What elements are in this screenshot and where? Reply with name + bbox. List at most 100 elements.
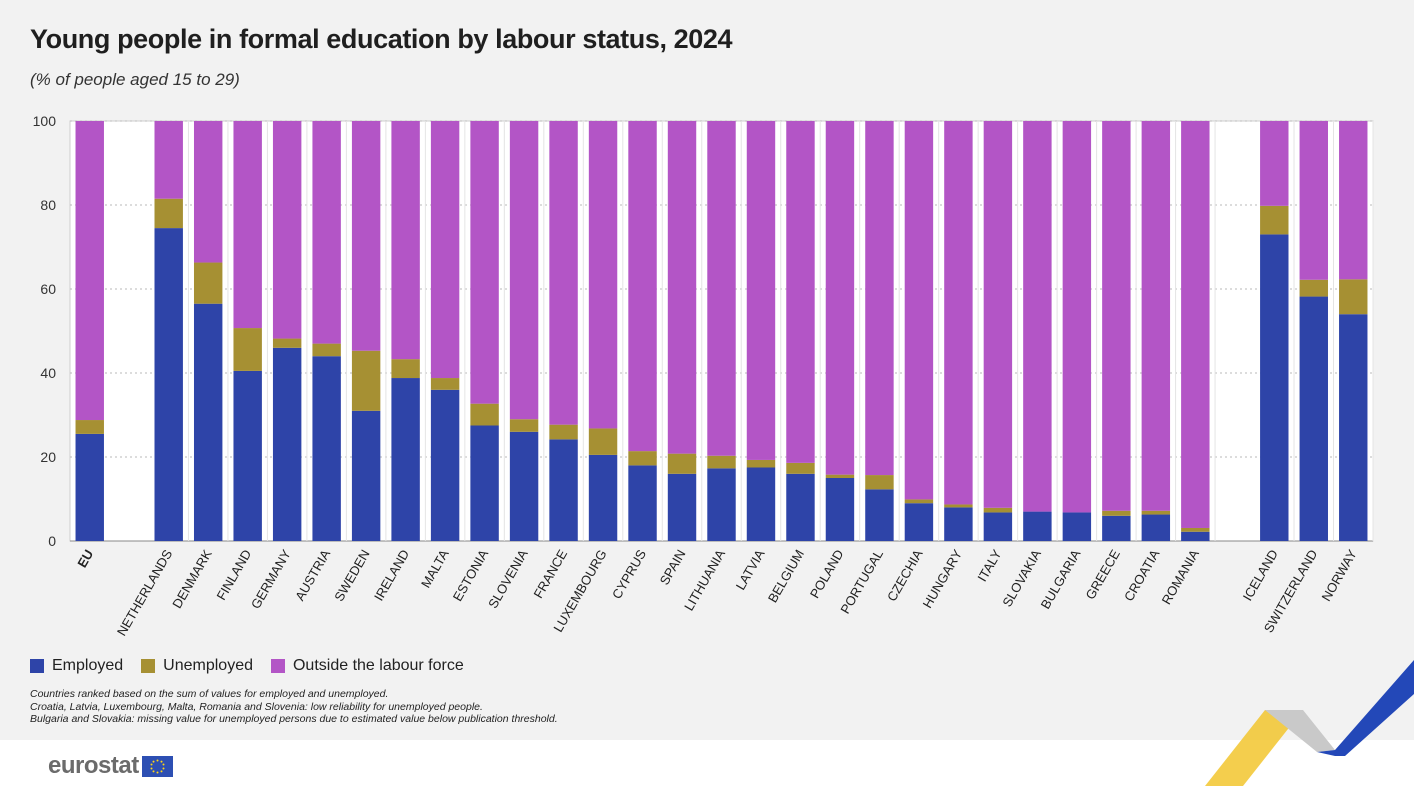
bar-slovakia-employed: [1023, 511, 1052, 541]
x-tick-label: GREECE: [1083, 547, 1124, 602]
bar-hungary-outside-the-labour-force: [944, 121, 973, 505]
legend-swatch-employed: [30, 659, 44, 673]
bar-spain-unemployed: [667, 453, 697, 474]
bar-czechia-unemployed: [904, 499, 934, 504]
y-tick-label: 20: [40, 449, 56, 465]
bar-austria-employed: [312, 356, 341, 541]
bar-greece-outside-the-labour-force: [1102, 121, 1131, 511]
bar-ireland-employed: [391, 378, 420, 541]
bar-luxembourg-unemployed: [588, 428, 618, 455]
bar-poland-outside-the-labour-force: [825, 121, 855, 475]
bar-iceland-unemployed: [1260, 205, 1289, 235]
bar-spain-employed: [667, 473, 697, 541]
legend-item-unemployed: Unemployed: [141, 657, 253, 675]
bar-czechia-outside-the-labour-force: [904, 121, 934, 500]
bar-finland-outside-the-labour-force: [233, 121, 262, 329]
chart-notes: Countries ranked based on the sum of val…: [30, 688, 558, 726]
y-tick-label: 40: [40, 365, 56, 381]
x-tick-label: CROATIA: [1121, 547, 1163, 604]
x-tick-label: LATVIA: [733, 547, 768, 593]
legend-label-unemployed: Unemployed: [163, 657, 253, 674]
bar-estonia-employed: [470, 425, 499, 541]
bar-eu-employed: [75, 433, 104, 541]
bar-estonia-unemployed: [470, 403, 499, 426]
bar-greece-unemployed: [1102, 510, 1131, 516]
bar-norway-unemployed: [1339, 279, 1368, 315]
x-tick-label: IRELAND: [371, 547, 412, 603]
legend-item-outside: Outside the labour force: [270, 657, 464, 675]
bar-germany-outside-the-labour-force: [272, 121, 302, 339]
bar-cyprus-employed: [628, 465, 657, 541]
bar-eu-unemployed: [75, 420, 104, 434]
logo-text: eurostat: [48, 752, 139, 779]
x-tick-label: HUNGARY: [920, 547, 966, 611]
bar-cyprus-unemployed: [628, 451, 657, 466]
bar-finland-employed: [233, 370, 262, 541]
bar-denmark-outside-the-labour-force: [193, 121, 223, 263]
bar-malta-outside-the-labour-force: [430, 121, 460, 379]
x-tick-label: FINLAND: [213, 547, 254, 603]
bar-portugal-employed: [865, 489, 894, 541]
y-tick-label: 0: [48, 533, 56, 549]
x-tick-label: LITHUANIA: [681, 547, 728, 614]
x-tick-label: GERMANY: [248, 547, 294, 612]
bar-netherlands-outside-the-labour-force: [154, 121, 183, 199]
bar-italy-outside-the-labour-force: [983, 121, 1013, 508]
bar-spain-outside-the-labour-force: [667, 121, 697, 454]
x-tick-label: AUSTRIA: [292, 547, 333, 604]
bar-austria-outside-the-labour-force: [312, 121, 341, 344]
bar-italy-unemployed: [983, 507, 1013, 513]
x-tick-label: ICELAND: [1240, 547, 1281, 603]
x-tick-label: ROMANIA: [1159, 547, 1202, 607]
bar-hungary-unemployed: [944, 504, 973, 508]
bar-malta-unemployed: [430, 378, 460, 390]
bar-netherlands-employed: [154, 228, 183, 541]
bar-belgium-employed: [786, 473, 815, 541]
legend-swatch-outside: [270, 659, 285, 673]
bar-netherlands-unemployed: [154, 198, 183, 229]
x-tick-label: DENMARK: [169, 547, 215, 611]
bar-croatia-unemployed: [1141, 510, 1171, 515]
bar-ireland-unemployed: [391, 359, 420, 379]
bar-eu-outside-the-labour-force: [75, 121, 104, 421]
bar-czechia-employed: [904, 503, 934, 541]
bar-norway-outside-the-labour-force: [1339, 121, 1368, 280]
legend-item-employed: Employed: [30, 657, 123, 675]
bar-germany-unemployed: [272, 338, 302, 348]
bar-romania-outside-the-labour-force: [1181, 121, 1210, 528]
x-tick-label: CYPRUS: [609, 547, 649, 602]
x-tick-label: SLOVENIA: [485, 547, 531, 611]
bar-slovakia-outside-the-labour-force: [1023, 121, 1052, 512]
bar-portugal-unemployed: [865, 475, 894, 490]
chart-title: Young people in formal education by labo…: [30, 24, 733, 54]
bar-belgium-outside-the-labour-force: [786, 121, 815, 463]
bar-romania-employed: [1181, 531, 1210, 541]
bar-portugal-outside-the-labour-force: [865, 121, 894, 476]
bar-switzerland-outside-the-labour-force: [1299, 121, 1328, 280]
bar-sweden-unemployed: [351, 350, 381, 411]
x-tick-label: SPAIN: [657, 547, 689, 587]
decorative-ribbon-graphic: [1205, 660, 1414, 786]
bar-lithuania-outside-the-labour-force: [707, 121, 736, 456]
bar-lithuania-employed: [707, 468, 736, 541]
y-tick-label: 100: [33, 113, 57, 129]
bar-slovenia-outside-the-labour-force: [509, 121, 539, 420]
bar-latvia-unemployed: [746, 459, 776, 468]
bar-sweden-employed: [351, 410, 381, 541]
legend-swatch-unemployed: [141, 659, 156, 673]
bar-bulgaria-employed: [1062, 512, 1092, 541]
bar-croatia-outside-the-labour-force: [1141, 121, 1171, 511]
chart-legend: Employed Unemployed Outside the labour f…: [30, 657, 464, 675]
note-ranking: Countries ranked based on the sum of val…: [30, 688, 389, 700]
bar-sweden-outside-the-labour-force: [351, 121, 381, 351]
bar-greece-employed: [1102, 515, 1131, 541]
eurostat-logo: eurostat: [48, 752, 173, 780]
x-tick-label: BELGIUM: [765, 547, 807, 605]
x-tick-label: MALTA: [418, 547, 452, 591]
x-tick-label: ITALY: [974, 547, 1004, 584]
bar-cyprus-outside-the-labour-force: [628, 121, 657, 452]
bar-latvia-employed: [746, 467, 776, 541]
y-tick-label: 60: [40, 281, 56, 297]
bar-malta-employed: [430, 389, 460, 541]
